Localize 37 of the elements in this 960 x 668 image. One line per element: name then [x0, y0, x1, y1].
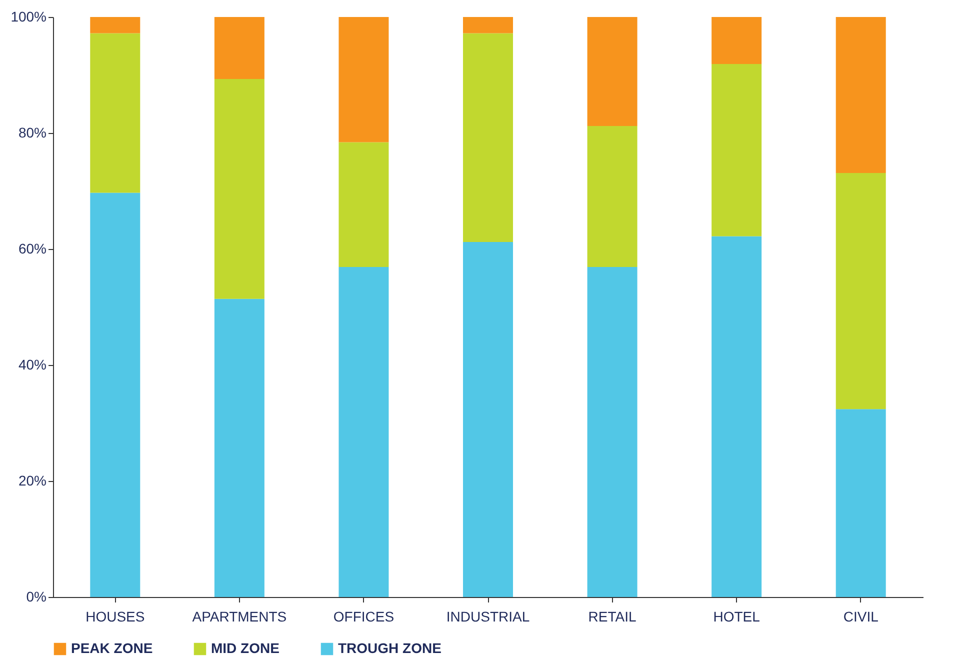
bar — [338, 266, 389, 597]
y-tick-label: 40% — [18, 356, 46, 372]
y-tick-label: 0% — [26, 588, 46, 604]
bar — [712, 64, 762, 236]
bar — [463, 242, 513, 597]
y-tick-label: 100% — [10, 8, 46, 24]
bar — [90, 192, 140, 597]
y-tick-label: 60% — [18, 240, 46, 256]
x-tick-label: OFFICES — [333, 608, 394, 624]
x-tick-label: APARTMENTS — [192, 608, 287, 624]
y-tick-label: 80% — [18, 124, 46, 140]
bar — [836, 409, 886, 597]
bar — [836, 173, 886, 410]
bar — [338, 17, 389, 142]
legend-label: MID ZONE — [211, 640, 280, 656]
x-tick-label: INDUSTRIAL — [446, 608, 530, 624]
bar — [90, 17, 140, 34]
x-tick-label: CIVIL — [843, 608, 879, 624]
bar — [836, 17, 886, 174]
bar — [463, 33, 513, 242]
legend-label: TROUGH ZONE — [338, 640, 442, 656]
bar — [214, 79, 264, 299]
bar — [712, 236, 762, 597]
bar — [712, 17, 762, 64]
bar — [90, 33, 140, 193]
bar — [214, 298, 264, 597]
bar — [587, 266, 638, 597]
bar — [587, 126, 638, 267]
bar — [338, 142, 389, 267]
y-tick-label: 20% — [18, 472, 46, 488]
x-tick-label: RETAIL — [588, 608, 636, 624]
x-tick-label: HOTEL — [713, 608, 760, 624]
bar — [463, 17, 513, 34]
legend-label: PEAK ZONE — [71, 640, 153, 656]
bar — [587, 17, 638, 126]
x-tick-label: HOUSES — [86, 608, 145, 624]
bar — [214, 17, 264, 80]
